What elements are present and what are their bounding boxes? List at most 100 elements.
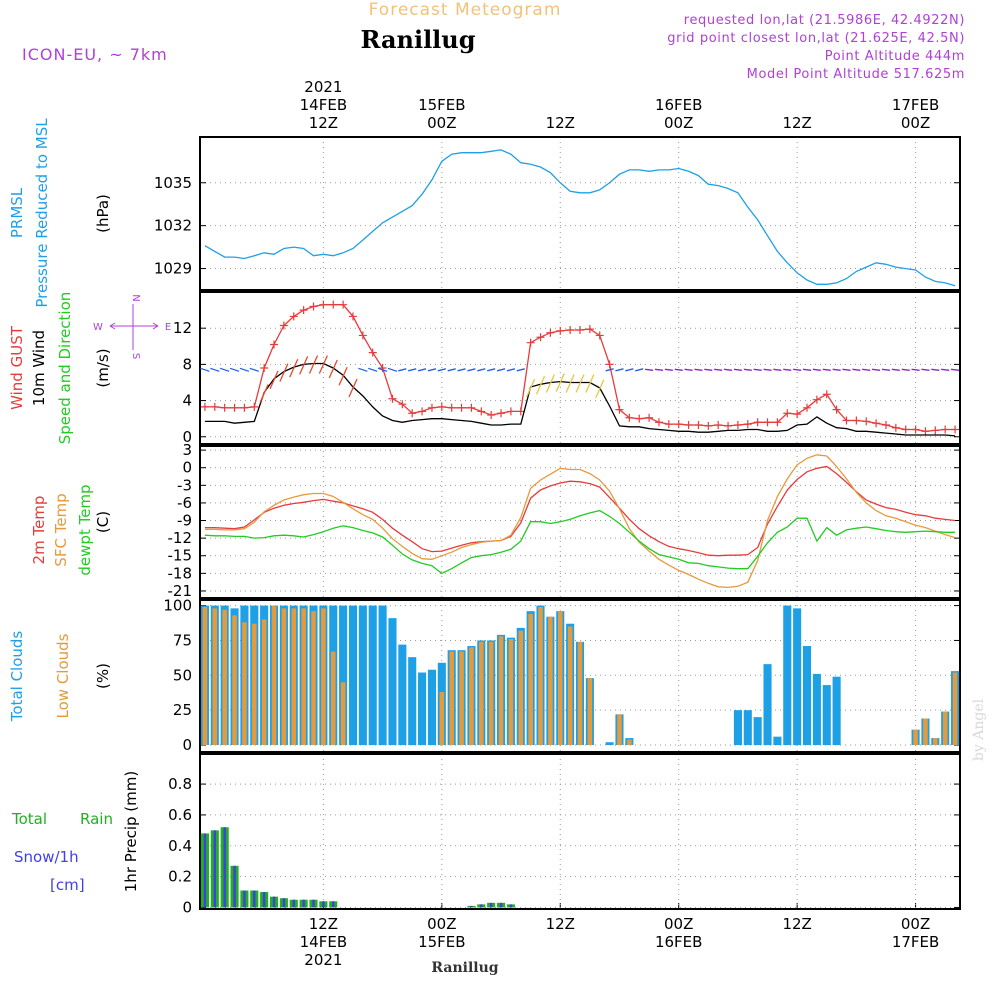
gust-marker <box>477 407 486 416</box>
cloud-bar-low <box>617 714 622 746</box>
wind-arrow <box>595 379 605 399</box>
wind-arrow <box>358 367 368 372</box>
gust-marker <box>279 321 288 330</box>
wind-direction-arrows <box>200 355 960 403</box>
panel-temperature: -21-18-15-12-9-6-303 <box>168 441 961 600</box>
cloud-bar-low <box>311 611 316 746</box>
wind-arrow <box>398 368 407 372</box>
model-label: ICON-EU, ~ 7km <box>22 45 168 64</box>
gust-marker <box>309 302 318 311</box>
wind-arrow <box>506 368 516 372</box>
gust-marker <box>467 403 476 412</box>
time-label-bottom: 00Z <box>427 915 456 933</box>
ylabel-cm: [cm] <box>50 876 85 894</box>
gust-marker <box>398 400 407 409</box>
cloud-bar-total <box>793 608 802 746</box>
cloud-bar-low <box>548 616 553 746</box>
ytick-label: -21 <box>168 582 193 600</box>
wind-arrow <box>555 373 565 392</box>
ylabel-rain: Rain <box>80 810 113 828</box>
gust-marker <box>595 331 604 340</box>
ylabel-snow: Snow/1h <box>14 848 79 866</box>
cloud-bar-total <box>378 605 387 746</box>
wind-arrow <box>585 374 595 393</box>
wind-arrow <box>457 368 466 372</box>
gust-marker <box>714 421 723 429</box>
wind-arrow <box>635 368 644 372</box>
wind-arrow <box>308 355 319 374</box>
wind-arrow <box>368 367 378 372</box>
gust-marker <box>872 419 881 428</box>
ytick-label: 0.8 <box>168 775 192 793</box>
precip-bar-snow <box>272 896 276 908</box>
gust-marker <box>329 300 338 309</box>
gust-marker <box>921 427 930 436</box>
ylabel-wind: 10m Wind <box>30 330 48 406</box>
precip-bar-snow <box>262 892 266 908</box>
gust-marker <box>299 306 308 315</box>
unit-label: 1hr Precip (mm) <box>122 771 140 892</box>
precip-bar-snow <box>213 830 217 908</box>
ylabel-direction: Speed and Direction <box>56 292 74 445</box>
panel-frame <box>199 599 961 753</box>
wind-arrow <box>753 368 762 371</box>
wind-arrow <box>516 368 525 372</box>
wind-arrow <box>881 368 891 371</box>
cloud-bar-low <box>508 639 514 746</box>
cloud-bar-low <box>252 623 257 746</box>
wind-arrow <box>674 368 683 371</box>
gust-marker <box>852 416 861 425</box>
cloud-bar-low <box>330 651 336 746</box>
ytick-label: -9 <box>177 512 192 530</box>
time-label-bottom: 16FEB <box>655 933 702 951</box>
gust-marker <box>240 403 249 412</box>
wind-arrow <box>694 368 703 371</box>
panel-clouds: 0 25 50 75 100 <box>163 597 961 754</box>
cloud-bar-total <box>753 717 762 746</box>
gust-marker <box>822 390 831 399</box>
cloud-bar-total <box>783 605 792 746</box>
gust-marker <box>437 402 446 411</box>
wind-arrow <box>496 368 506 372</box>
requested-coordinates: requested lon,lat (21.5986E, 42.4922N) <box>684 13 965 28</box>
cloud-bar-total <box>358 605 367 746</box>
wind-arrow <box>328 359 338 379</box>
cloud-bar-low <box>261 619 267 746</box>
panel-frame <box>199 753 961 910</box>
time-label-top: 00Z <box>901 114 930 132</box>
gust-marker <box>901 425 910 434</box>
time-label-top: 00Z <box>427 114 456 132</box>
wind-arrow <box>477 368 486 372</box>
precip-bar-snow <box>253 890 256 908</box>
cloud-bar-total <box>822 685 831 746</box>
ylabel-pressure: Pressure Reduced to MSL <box>33 118 51 308</box>
cloud-bar-total <box>427 669 436 746</box>
gust-marker <box>684 421 693 429</box>
cloud-bar-total <box>812 673 821 746</box>
precip-bar-snow <box>509 904 513 908</box>
ytick-label: 1035 <box>154 174 192 192</box>
series-line <box>204 465 956 557</box>
cloud-bar-total <box>408 657 417 746</box>
cloud-bar-low <box>291 608 297 746</box>
gridpoint-coordinates: grid point closest lon,lat (21.625E, 42.… <box>667 31 965 46</box>
wind-arrow <box>743 368 752 371</box>
wind-arrow <box>229 367 240 372</box>
gust-marker <box>220 403 229 412</box>
gust-marker <box>812 395 821 404</box>
ytick-label: 0 <box>182 736 192 754</box>
cloud-bar-low <box>538 606 543 746</box>
gust-marker <box>418 407 427 416</box>
panel-labels: (hPa) (m/s) (C) (%) 1hr Precip (mm) PRMSL Pres… <box>8 118 171 894</box>
wind-arrow <box>921 368 930 371</box>
wind-arrow <box>891 368 900 371</box>
cloud-bar-low <box>222 609 227 746</box>
wind-arrow <box>239 367 250 372</box>
cloud-bar-low <box>933 738 938 746</box>
cloud-bar-low <box>202 606 208 746</box>
precip-bar-snow <box>302 899 305 908</box>
cloud-bar-total <box>802 646 812 746</box>
gust-marker <box>388 394 397 403</box>
wind-arrow <box>249 367 259 372</box>
